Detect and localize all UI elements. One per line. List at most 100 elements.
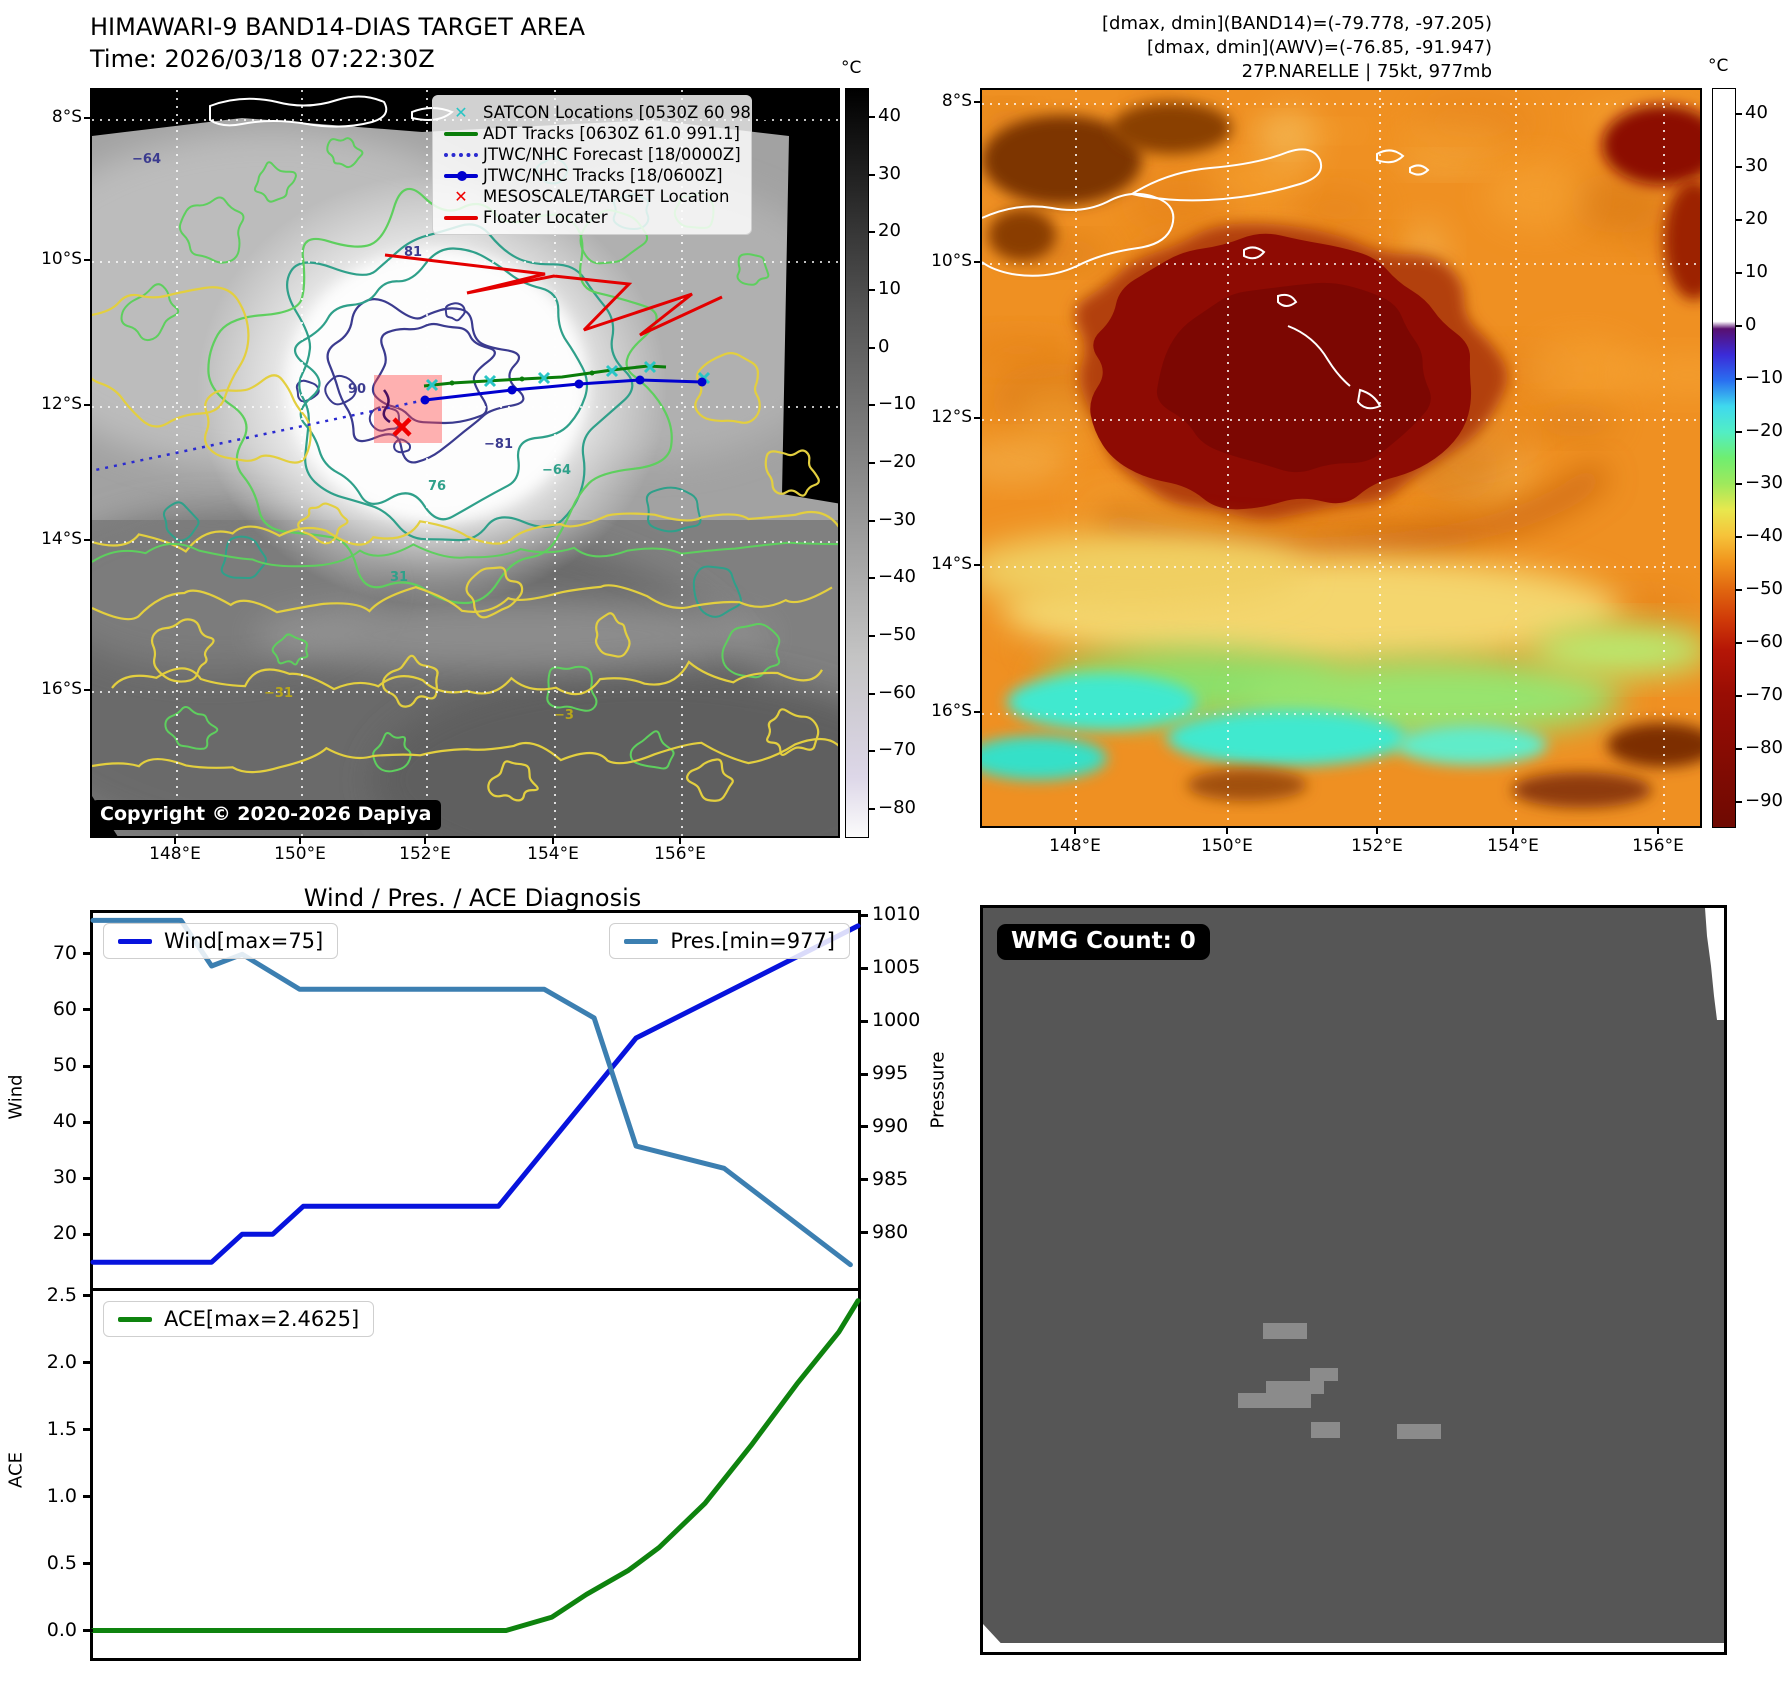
band14-colorbar-unit: °C	[841, 58, 862, 78]
awv-lon-label: 150°E	[1201, 836, 1253, 856]
right-axis-tick	[858, 966, 868, 970]
axis-tick	[1736, 377, 1742, 380]
axis-tick	[552, 838, 554, 844]
band14-lat-label: 14°S	[41, 529, 82, 549]
band14-colorbar-tick-label: −60	[878, 681, 916, 703]
axis-tick	[1657, 828, 1659, 834]
wind-pres-legend: Pres.[min=977]	[609, 923, 850, 959]
left-axis-tick-label: 1.5	[46, 1417, 77, 1440]
right-axis-tick-label: 995	[872, 1062, 909, 1085]
axis-tick	[974, 261, 980, 263]
band14-title: HIMAWARI-9 BAND14-DIAS TARGET AREA	[90, 13, 586, 41]
band14-lat-label: 16°S	[41, 679, 82, 699]
axis-tick	[1074, 828, 1076, 834]
axis-tick	[299, 838, 301, 844]
left-axis-tick-label: 1.0	[46, 1484, 77, 1507]
axis-tick	[974, 564, 980, 566]
awv-lon-label: 156°E	[1632, 836, 1684, 856]
wmg-blocks	[1238, 1323, 1441, 1439]
left-axis-tick	[83, 1064, 93, 1068]
band14-colorbar-tick-label: −70	[878, 739, 916, 761]
axis-tick	[974, 101, 980, 103]
axis-tick	[1736, 483, 1742, 486]
legend-label: Floater Locater	[483, 208, 608, 227]
left-axis-tick	[83, 1232, 93, 1236]
legend-label: Wind[max=75]	[164, 929, 324, 953]
band14-colorbar-tick-label: 30	[878, 162, 901, 184]
awv-lat-label: 10°S	[931, 251, 972, 271]
left-axis-tick	[83, 952, 93, 956]
awv-colorbar-tick-label: −10	[1745, 366, 1783, 388]
storm-tracks	[92, 253, 723, 473]
legend-label: JTWC/NHC Tracks [18/0600Z]	[483, 166, 723, 185]
axis-tick	[869, 692, 875, 695]
coastlines	[982, 148, 1430, 410]
line-swatch	[444, 131, 478, 136]
legend-label: ACE[max=2.4625]	[164, 1307, 360, 1331]
left-axis-tick-label: 30	[52, 1166, 77, 1189]
legend-marker-linedot	[439, 170, 483, 181]
axis-tick	[869, 808, 875, 811]
axis-tick	[84, 689, 90, 691]
right-axis-tick-label: 985	[872, 1167, 909, 1190]
legend-label: ADT Tracks [0630Z 61.0 991.1]	[483, 124, 740, 143]
awv-header-line1: [dmax, dmin](BAND14)=(-79.778, -97.205)	[1102, 13, 1492, 34]
pressure-axis-label: Pressure	[927, 1051, 949, 1129]
wind-pres-legend: Wind[max=75]	[103, 923, 339, 959]
axis-tick	[869, 519, 875, 522]
awv-colorbar-tick-label: −60	[1745, 631, 1783, 652]
left-axis-tick	[83, 1008, 93, 1012]
band14-colorbar-tick-label: 40	[878, 104, 901, 126]
legend-swatch	[118, 938, 152, 944]
offswath-black-region	[92, 90, 838, 504]
axis-tick	[1736, 747, 1742, 750]
axis-tick	[1736, 113, 1742, 116]
axis-tick	[869, 115, 875, 118]
legend-label: JTWC/NHC Forecast [18/0000Z]	[483, 145, 741, 164]
legend-item: Floater Locater	[439, 207, 743, 228]
left-axis-tick-label: 20	[52, 1222, 77, 1245]
axis-tick	[1736, 219, 1742, 222]
axis-tick	[1512, 828, 1514, 834]
right-axis-tick-label: 1010	[872, 903, 921, 926]
contour-label: 31	[390, 570, 409, 585]
awv-lat-label: 16°S	[931, 701, 972, 721]
band14-lat-label: 12°S	[41, 394, 82, 414]
wmg-count-badge: WMG Count: 0	[997, 924, 1210, 960]
legend-item: ADT Tracks [0630Z 61.0 991.1]	[439, 123, 743, 144]
wmg-canvas	[983, 908, 1724, 1652]
left-axis-tick	[83, 1495, 93, 1499]
left-axis-tick	[83, 1361, 93, 1365]
legend-item: JTWC/NHC Tracks [18/0600Z]	[439, 165, 743, 186]
ace-plot-area	[90, 1298, 861, 1633]
axis-tick	[1736, 694, 1742, 697]
axis-tick	[869, 404, 875, 407]
axis-tick	[84, 404, 90, 406]
band14-colorbar-tick-label: −30	[878, 508, 916, 530]
axis-tick	[1736, 536, 1742, 539]
left-axis-tick	[83, 1176, 93, 1180]
awv-lon-label: 148°E	[1049, 836, 1101, 856]
left-axis-tick	[83, 1120, 93, 1124]
copyright-badge: Copyright © 2020-2026 Dapiya	[92, 800, 442, 830]
band14-lon-label: 154°E	[527, 844, 579, 864]
storm-symbol	[382, 389, 391, 424]
awv-colorbar-tick-label: 0	[1745, 313, 1757, 335]
awv-lat-label: 12°S	[931, 407, 972, 427]
dark-cloud-patches	[982, 102, 1700, 300]
axis-tick	[869, 346, 875, 349]
legend-swatch	[118, 1316, 152, 1322]
band14-colorbar-tick-label: −80	[878, 797, 916, 819]
axis-tick	[869, 288, 875, 291]
legend-marker-x: ✕	[454, 187, 468, 206]
left-axis-tick	[83, 1629, 93, 1633]
wind-pres-series-line	[90, 923, 861, 1265]
awv-lat-label: 8°S	[941, 91, 972, 111]
legend-item: JTWC/NHC Forecast [18/0000Z]	[439, 144, 743, 165]
awv-lat-label: 14°S	[931, 554, 972, 574]
band14-map: ✕ SATCON Locations [0530Z 60 987] ADT Trac…	[90, 88, 840, 838]
band14-lat-label: 8°S	[51, 107, 82, 127]
line-swatch	[444, 215, 478, 220]
right-axis-tick-label: 1005	[872, 956, 921, 979]
